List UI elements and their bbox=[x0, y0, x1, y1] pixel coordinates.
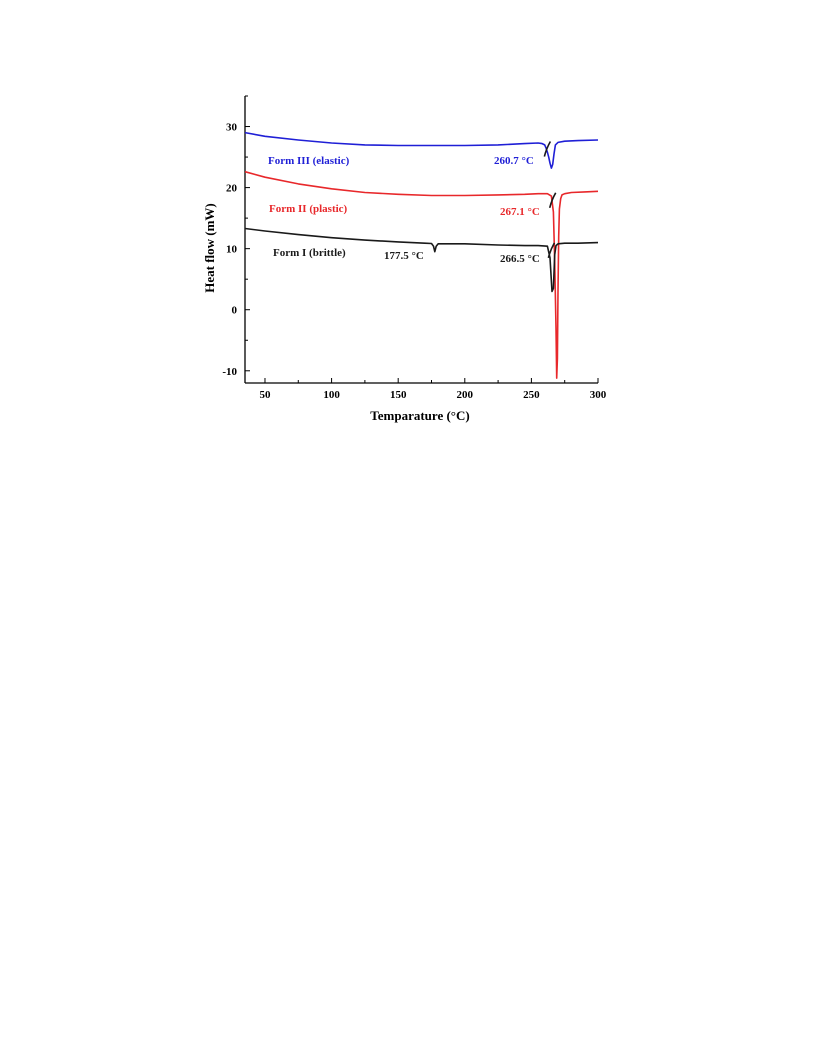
onset-markers bbox=[543, 141, 557, 259]
series-group bbox=[244, 131, 599, 379]
x-tick-label-100: 100 bbox=[323, 389, 340, 401]
y-axis-title: Heat flow (mW) bbox=[202, 203, 217, 293]
form-i-onset-marker bbox=[547, 242, 556, 259]
y-tick-label-30: 30 bbox=[226, 122, 238, 134]
series-line-2 bbox=[244, 170, 599, 379]
form-iii-peak-label: 260.7 °C bbox=[494, 155, 534, 167]
form-i-minor-peak-label: 177.5 °C bbox=[384, 250, 424, 262]
y-tick-label-10: 10 bbox=[226, 244, 238, 256]
x-tick-label-150: 150 bbox=[390, 389, 407, 401]
form-ii-label: Form II (plastic) bbox=[269, 203, 348, 215]
form-iii-onset-marker bbox=[543, 141, 552, 157]
ticks: 50 100 150 200 250 300 -10 0 10 20 30 bbox=[222, 95, 607, 401]
x-tick-label-250: 250 bbox=[523, 389, 540, 401]
axes bbox=[244, 96, 598, 384]
x-tick-label-200: 200 bbox=[457, 389, 474, 401]
form-ii-peak-label: 267.1 °C bbox=[500, 206, 540, 218]
series-line-1 bbox=[244, 131, 599, 169]
form-iii-label: Form III (elastic) bbox=[268, 155, 350, 167]
series-line-3 bbox=[244, 227, 599, 293]
y-tick-label-20: 20 bbox=[226, 183, 238, 195]
form-i-label: Form I (brittle) bbox=[273, 247, 346, 259]
form-ii-onset-marker bbox=[548, 192, 557, 209]
x-axis-title: Temparature (°C) bbox=[370, 408, 469, 423]
x-tick-label-50: 50 bbox=[259, 389, 271, 401]
y-tick-label--10: -10 bbox=[222, 366, 237, 378]
x-tick-label-300: 300 bbox=[590, 389, 607, 401]
y-tick-label-0: 0 bbox=[232, 305, 238, 317]
form-i-peak-label: 266.5 °C bbox=[500, 253, 540, 265]
